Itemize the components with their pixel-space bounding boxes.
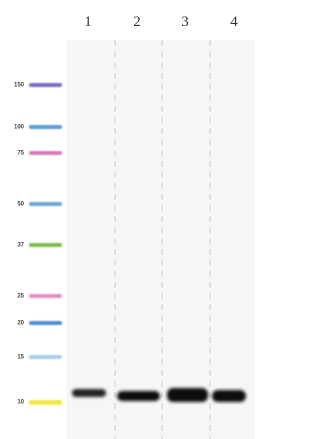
ladder: 150 100 75 50 37 25 20 15 10 <box>14 83 62 406</box>
marker-label: 20 <box>17 321 24 327</box>
marker-band <box>29 83 62 87</box>
marker-band <box>29 321 62 325</box>
lane-label: 1 <box>84 14 92 30</box>
marker-band <box>29 294 62 298</box>
marker-band <box>29 202 62 206</box>
lane-label: 3 <box>181 14 189 30</box>
marker-band <box>29 400 62 405</box>
marker-label: 37 <box>17 243 24 249</box>
marker-label: 25 <box>17 294 24 300</box>
lane-label: 2 <box>133 14 141 30</box>
marker-label: 150 <box>14 83 25 89</box>
marker-label: 75 <box>17 151 24 157</box>
lane-labels: 1 2 3 4 <box>84 14 238 30</box>
marker-band <box>29 243 62 247</box>
marker-label: 100 <box>14 125 25 131</box>
marker-band <box>29 125 62 129</box>
marker-label: 10 <box>17 400 24 406</box>
marker-band <box>29 355 62 359</box>
marker-band <box>29 151 62 155</box>
marker-label: 15 <box>17 355 24 361</box>
marker-label: 50 <box>17 202 24 208</box>
blot-figure: 1 2 3 4 150 100 75 50 37 25 20 15 10 <box>0 0 255 439</box>
lane-label: 4 <box>230 14 238 30</box>
membrane <box>66 40 255 439</box>
